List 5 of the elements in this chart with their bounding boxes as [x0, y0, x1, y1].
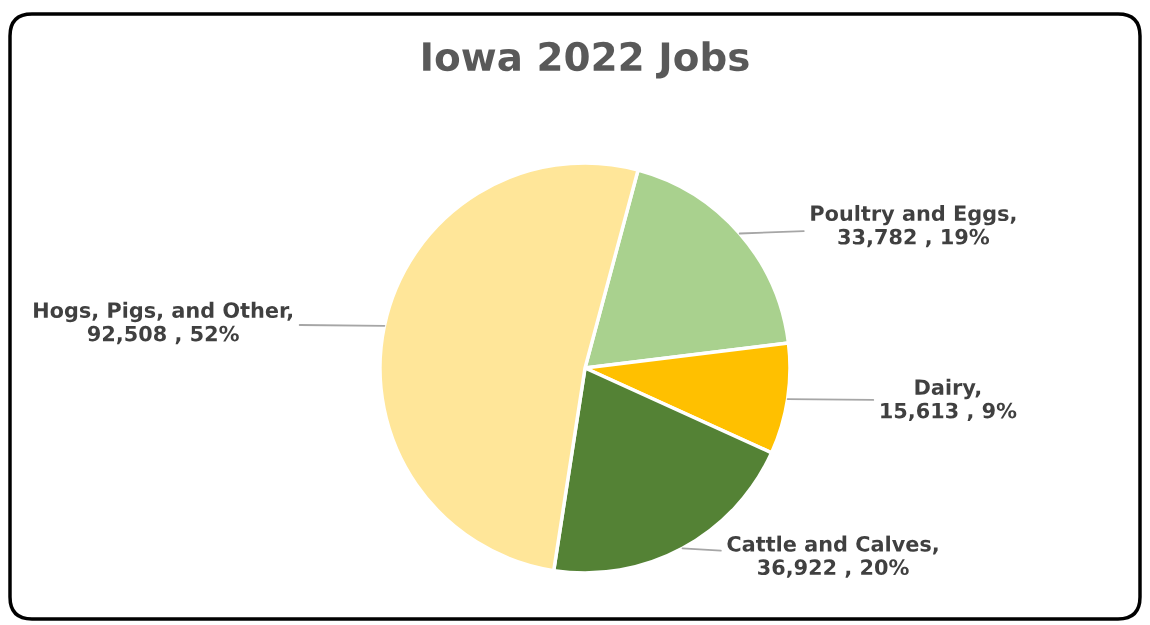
- slice-label: Hogs, Pigs, and Other, 92,508 , 52%: [34, 301, 292, 345]
- slice-label: Cattle and Calves, 36,922 , 20%: [727, 535, 938, 578]
- slice-label: Dairy, 15,613 , 9%: [881, 378, 1017, 422]
- chart-title: Iowa 2022 Jobs: [423, 41, 749, 79]
- slice-label: Poultry and Eggs, 33,782 , 19%: [811, 204, 1016, 248]
